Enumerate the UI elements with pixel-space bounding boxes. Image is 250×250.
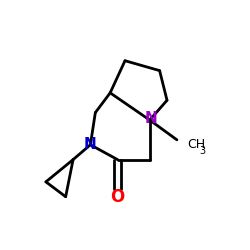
- Text: 3: 3: [199, 146, 205, 156]
- Text: CH: CH: [187, 138, 205, 151]
- Text: N: N: [84, 137, 97, 152]
- Text: N: N: [144, 111, 157, 126]
- Text: O: O: [110, 188, 125, 206]
